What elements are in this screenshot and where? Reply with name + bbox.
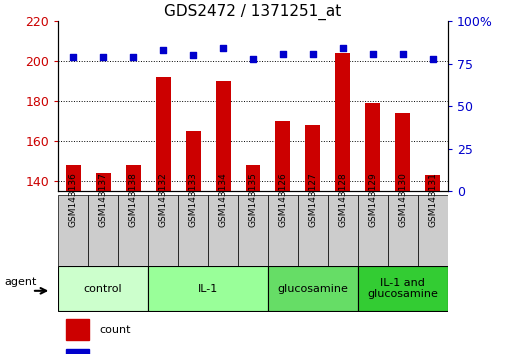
Text: glucosamine: glucosamine [277,284,347,293]
Bar [125,165,140,191]
Point [189,52,197,58]
Bar [118,195,148,266]
Bar [66,165,80,191]
Bar [365,103,380,191]
Text: GSM143138: GSM143138 [128,172,137,227]
Bar [327,195,357,266]
Bar [58,195,88,266]
Point [428,56,436,62]
Bar [66,319,89,340]
Point [129,54,137,60]
Bar [268,195,297,266]
Point [248,56,257,62]
Text: GSM143129: GSM143129 [368,172,377,227]
Bar [357,195,387,266]
Bar [156,77,170,191]
Bar [357,267,447,310]
Bar [425,175,439,191]
Text: IL-1 and
glucosamine: IL-1 and glucosamine [367,278,437,299]
Bar [58,267,148,310]
Text: control: control [84,284,122,293]
Text: GSM143126: GSM143126 [278,172,287,227]
Bar [268,267,357,310]
Bar [88,195,118,266]
Point [219,46,227,51]
Text: GSM143135: GSM143135 [248,172,257,227]
Bar [297,195,327,266]
Bar [237,195,268,266]
Bar [387,195,417,266]
Point [69,54,77,60]
Text: GSM143134: GSM143134 [218,172,227,227]
Point [308,51,316,56]
Point [398,51,406,56]
Text: GSM143132: GSM143132 [158,172,167,227]
Point [278,51,286,56]
Bar [305,125,320,191]
Bar [66,349,89,354]
Text: agent: agent [5,276,37,287]
Bar [148,195,178,266]
Bar [335,53,349,191]
Text: GSM143127: GSM143127 [308,172,317,227]
Bar [148,267,268,310]
Text: GSM143131: GSM143131 [427,172,436,227]
Title: GDS2472 / 1371251_at: GDS2472 / 1371251_at [164,4,341,20]
Point [99,54,107,60]
Text: GSM143136: GSM143136 [69,172,78,227]
Text: count: count [99,325,130,335]
Point [338,46,346,51]
Bar [95,173,111,191]
Bar [275,121,290,191]
Bar [394,113,410,191]
Bar [245,165,260,191]
Point [368,51,376,56]
Bar [208,195,237,266]
Text: IL-1: IL-1 [197,284,218,293]
Bar [215,81,230,191]
Point [159,47,167,53]
Text: GSM143133: GSM143133 [188,172,197,227]
Text: GSM143130: GSM143130 [397,172,407,227]
Bar [417,195,447,266]
Bar [178,195,208,266]
Bar [185,131,200,191]
Text: GSM143128: GSM143128 [338,172,347,227]
Text: GSM143137: GSM143137 [98,172,108,227]
